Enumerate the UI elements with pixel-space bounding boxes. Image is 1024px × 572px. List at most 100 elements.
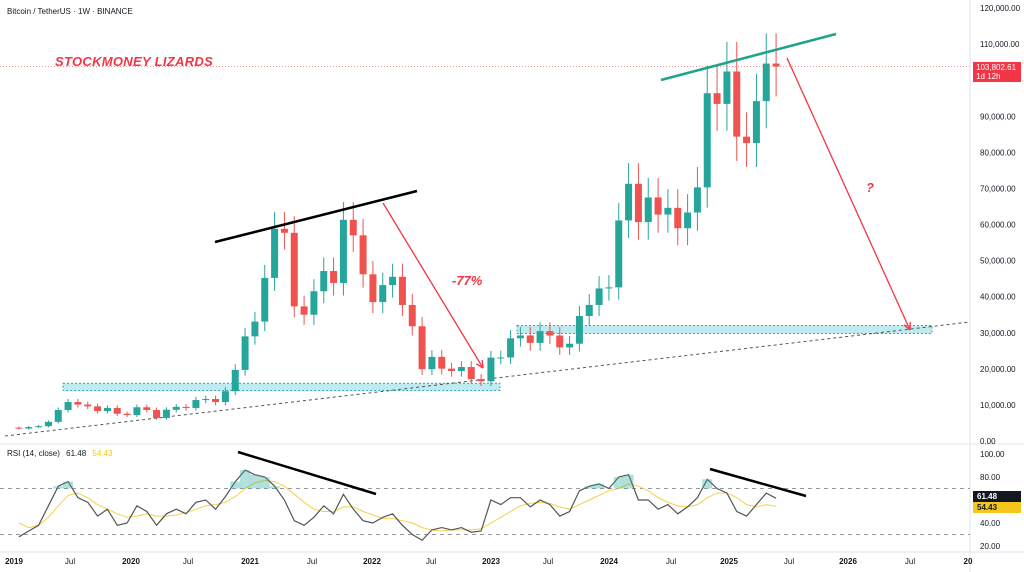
time-tick-label: 2024: [600, 557, 618, 566]
candle-body: [310, 291, 318, 315]
rsi-tick-label: 40.00: [980, 519, 1001, 528]
rsi-tick-label: 20.00: [980, 542, 1001, 551]
time-tick-label: 2022: [363, 557, 381, 566]
candle-body: [153, 409, 161, 418]
rsi-legend[interactable]: RSI (14, close) 61.48 54.43: [7, 449, 116, 458]
time-tick-label: Jul: [784, 557, 794, 566]
candle-body: [339, 219, 347, 283]
candle-body: [35, 426, 43, 428]
candle-body: [251, 321, 259, 337]
candle-body: [733, 71, 741, 137]
candle-body: [693, 187, 701, 213]
price-tick-label: 30,000.00: [980, 329, 1016, 338]
projected-drop-arrow: [786, 57, 911, 331]
candle-body: [497, 357, 505, 359]
candle-body: [192, 400, 200, 408]
candle-body: [359, 235, 367, 275]
time-tick-label: 20: [964, 557, 973, 566]
candle-body: [654, 197, 662, 215]
candle-body: [300, 306, 308, 315]
candle-body: [634, 183, 642, 223]
candle-body: [123, 413, 131, 416]
price-tick-label: 0.00: [980, 437, 996, 446]
question-annotation: ?: [866, 180, 874, 195]
candle-body: [202, 398, 210, 401]
price-tick-label: 120,000.00: [980, 4, 1021, 13]
rsi-overbought-fill: [702, 479, 713, 489]
candle-body: [487, 357, 495, 382]
rsi-label: RSI (14, close): [7, 449, 60, 458]
candle-body: [752, 101, 760, 144]
price-tick-label: 80,000.00: [980, 148, 1016, 157]
support-zone-2019: [62, 382, 501, 391]
price-tick-label: 70,000.00: [980, 184, 1016, 193]
candle-body: [398, 276, 406, 305]
rsi-overbought-fill: [623, 474, 634, 489]
candle-body: [271, 228, 279, 278]
candle-body: [280, 228, 288, 233]
candle-body: [143, 407, 151, 410]
candle-body: [566, 343, 574, 348]
candle-body: [684, 212, 692, 229]
candle-body: [516, 335, 524, 339]
time-tick-label: Jul: [183, 557, 193, 566]
candle-body: [389, 276, 397, 286]
candle-body: [349, 219, 357, 236]
candle-body: [418, 326, 426, 370]
candle-body: [467, 367, 475, 380]
candle-body: [54, 409, 62, 422]
time-tick-label: 2023: [482, 557, 500, 566]
candle-body: [625, 183, 633, 221]
candle-body: [743, 136, 751, 144]
candle-body: [212, 398, 220, 403]
support-zone-2023: [516, 325, 933, 334]
time-tick-label: Jul: [666, 557, 676, 566]
candle-body: [231, 369, 239, 392]
rsi-overbought-fill: [230, 481, 241, 489]
rsi-ma-tag: 54.43: [973, 502, 1021, 513]
rsi-divergence-line-2025: [709, 467, 807, 498]
resistance-trendline-2025: [660, 32, 837, 82]
rsi-overbought-fill: [249, 474, 260, 489]
time-tick-label: Jul: [65, 557, 75, 566]
candle-body: [585, 304, 593, 316]
rsi-overbought-fill: [613, 477, 624, 489]
candle-body: [94, 406, 102, 412]
rsi-ma-value: 54.43: [92, 449, 113, 458]
candle-body: [408, 304, 416, 327]
time-tick-label: 2021: [241, 557, 259, 566]
candle-body: [703, 93, 711, 188]
candle-body: [221, 391, 229, 403]
candle-body: [536, 331, 544, 343]
brand-watermark: STOCKMONEY LIZARDS: [55, 54, 214, 69]
rsi-overbought-fill: [53, 486, 64, 489]
price-tick-label: 50,000.00: [980, 257, 1016, 266]
candle-body: [241, 336, 249, 370]
rsi-overbought-fill: [594, 483, 605, 489]
candle-body: [595, 288, 603, 305]
time-tick-label: Jul: [307, 557, 317, 566]
price-tick-label: 110,000.00: [980, 40, 1020, 49]
candle-body: [713, 93, 721, 104]
last-price: 103,802.61: [976, 63, 1017, 72]
candle-body: [575, 315, 583, 344]
rsi-overbought-fill: [269, 486, 280, 489]
projected-drop-arrow-head: [903, 324, 911, 331]
candle-body: [261, 277, 269, 322]
candle-body: [723, 71, 731, 104]
candle-body: [379, 285, 387, 303]
rsi-tick-label: 80.00: [980, 473, 1001, 482]
candle-body: [457, 367, 465, 371]
candle-body: [448, 368, 456, 371]
symbol-title[interactable]: Bitcoin / TetherUS · 1W · BINANCE: [7, 7, 133, 16]
candle-body: [64, 402, 72, 410]
candle-body: [25, 427, 33, 429]
rsi-overbought-fill: [584, 486, 595, 489]
candle-body: [84, 404, 92, 407]
time-tick-label: 2026: [839, 557, 857, 566]
candle-body: [615, 220, 623, 288]
drop-arrow-2022-head: [481, 359, 484, 369]
rsi-ma-line: [18, 479, 777, 532]
candle-body: [182, 406, 190, 408]
